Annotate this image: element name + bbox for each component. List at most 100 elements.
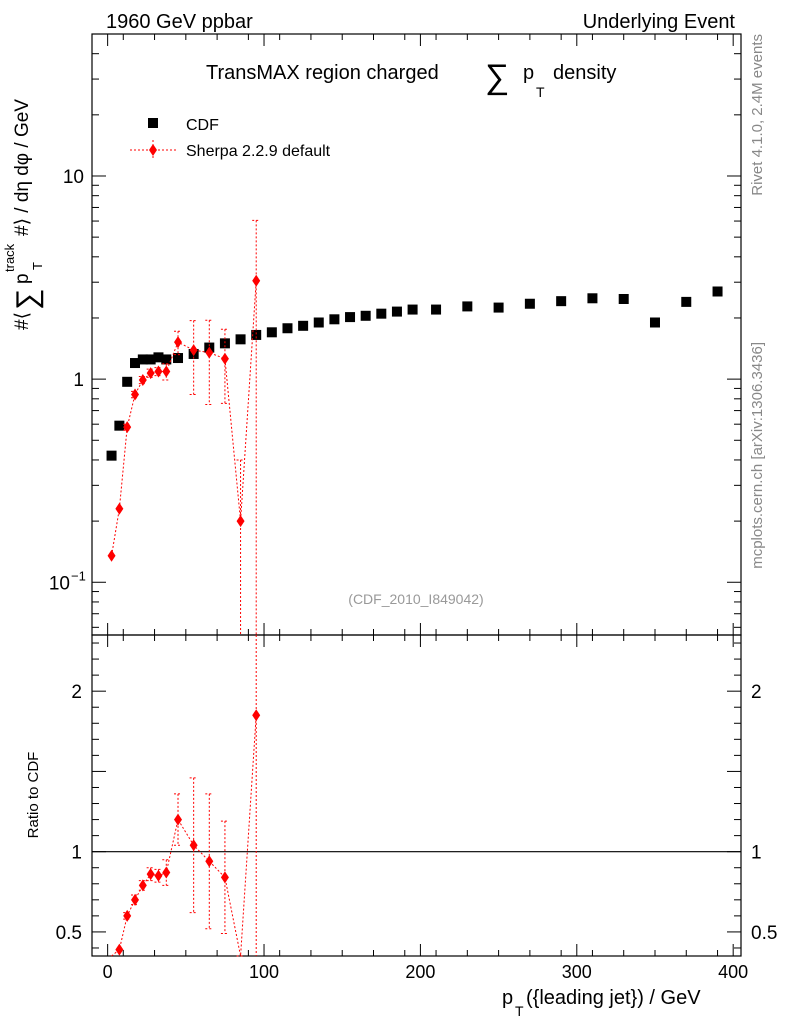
cdf-point bbox=[153, 352, 164, 363]
cdf-point bbox=[145, 354, 156, 365]
header-right: Underlying Event bbox=[583, 11, 736, 33]
ratio-panel-frame bbox=[91, 634, 742, 957]
cdf-point bbox=[712, 286, 723, 297]
cdf-point bbox=[130, 358, 141, 369]
y-tick-label: 10 bbox=[49, 573, 70, 594]
sherpa-point bbox=[138, 374, 147, 387]
title-p: p bbox=[523, 62, 534, 84]
legend-sherpa-label: Sherpa 2.2.9 default bbox=[186, 143, 331, 160]
cdf-point bbox=[345, 312, 356, 323]
cdf-point bbox=[493, 302, 504, 313]
cdf-point bbox=[618, 293, 629, 304]
cdf-point bbox=[587, 293, 598, 304]
cdf-point bbox=[161, 354, 172, 365]
sherpa-ratio-point bbox=[131, 893, 140, 906]
ratio-y-tick-label-right: 1 bbox=[751, 843, 762, 864]
cdf-point bbox=[462, 301, 473, 312]
sherpa-ratio-point bbox=[189, 839, 198, 852]
xlabel-rest: ({leading jet}) / GeV bbox=[526, 987, 701, 1009]
cdf-point bbox=[266, 327, 277, 338]
sherpa-ratio-point bbox=[174, 813, 183, 826]
xlabel-p: p bbox=[502, 987, 513, 1009]
sherpa-point bbox=[174, 336, 183, 349]
legend-cdf-marker bbox=[148, 118, 158, 128]
cdf-point bbox=[407, 304, 418, 315]
sherpa-ratio-point bbox=[115, 943, 124, 956]
title-main: TransMAX region charged bbox=[206, 62, 439, 84]
ratio-y-tick-label: 0.5 bbox=[56, 923, 82, 944]
header-left: 1960 GeV ppbar bbox=[106, 11, 253, 33]
sherpa-point bbox=[162, 365, 171, 378]
ratio-y-tick-label: 2 bbox=[71, 682, 82, 703]
cdf-point bbox=[313, 317, 324, 328]
y-tick-label-exponent: −1 bbox=[71, 568, 86, 583]
sherpa-ratio-point bbox=[138, 879, 147, 892]
ylabel-sum: ∑ bbox=[11, 289, 44, 310]
sherpa-line bbox=[111, 280, 257, 556]
main-y-axis-label: #⟨ ∑ p track T #⟩ / dη dφ / GeV bbox=[2, 99, 45, 330]
title-sum-symbol: ∑ bbox=[485, 58, 509, 96]
sherpa-ratio-point bbox=[162, 866, 171, 879]
sherpa-point bbox=[115, 502, 124, 515]
sherpa-point bbox=[107, 549, 116, 562]
ylabel-sub-t: T bbox=[30, 262, 45, 270]
sherpa-point bbox=[252, 274, 261, 287]
cdf-point bbox=[251, 329, 262, 340]
x-tick-label: 0 bbox=[103, 962, 113, 982]
y-tick-label: 1 bbox=[73, 370, 84, 391]
ratio-y-tick-label-right: 0.5 bbox=[751, 923, 777, 944]
x-tick-label: 300 bbox=[562, 962, 592, 982]
sherpa-point bbox=[146, 367, 155, 380]
ylabel-sup-track: track bbox=[2, 243, 17, 272]
side-rivet-info: Rivet 4.1.0, 2.4M events bbox=[749, 34, 766, 196]
cdf-point bbox=[329, 314, 340, 325]
sherpa-ratio-point bbox=[220, 871, 229, 884]
sherpa-point bbox=[220, 352, 229, 365]
sherpa-ratio-point bbox=[154, 869, 163, 882]
cdf-point bbox=[391, 306, 402, 317]
title-tail: density bbox=[553, 62, 616, 84]
sherpa-ratio-point bbox=[205, 855, 214, 868]
legend-cdf-label: CDF bbox=[186, 117, 219, 134]
sherpa-point bbox=[189, 344, 198, 357]
xlabel-sub-t: T bbox=[515, 1003, 524, 1019]
analysis-watermark: (CDF_2010_I849042) bbox=[348, 591, 483, 607]
sherpa-point bbox=[205, 346, 214, 359]
plot-title: TransMAX region charged ∑ p T density bbox=[206, 58, 616, 100]
legend-sherpa-marker bbox=[149, 144, 157, 156]
x-axis-label: p T ({leading jet}) / GeV bbox=[502, 987, 701, 1019]
cdf-point bbox=[106, 450, 117, 461]
sherpa-point bbox=[123, 421, 132, 434]
sherpa-ratio-point bbox=[146, 868, 155, 881]
cdf-point bbox=[681, 296, 692, 307]
ratio-y-tick-label: 1 bbox=[71, 843, 82, 864]
cdf-point bbox=[376, 308, 387, 319]
side-mcplots-info: mcplots.cern.ch [arXiv:1306.3436] bbox=[749, 342, 766, 569]
cdf-point bbox=[431, 304, 442, 315]
x-tick-label: 400 bbox=[718, 962, 748, 982]
y-tick-label: 10 bbox=[63, 167, 84, 188]
sherpa-point bbox=[236, 515, 245, 528]
cdf-point bbox=[556, 296, 567, 307]
data-layer bbox=[106, 219, 723, 957]
cdf-point bbox=[114, 420, 125, 431]
ylabel-p: p bbox=[12, 273, 33, 284]
cdf-point bbox=[122, 376, 133, 387]
ylabel-post: #⟩ / dη dφ / GeV bbox=[12, 99, 33, 236]
sherpa-ratio-point bbox=[252, 709, 261, 722]
ratio-y-axis-label: Ratio to CDF bbox=[25, 752, 42, 839]
sherpa-point bbox=[154, 365, 163, 378]
cdf-point bbox=[649, 317, 660, 328]
ylabel-pre: #⟨ bbox=[12, 312, 33, 330]
cdf-point bbox=[360, 310, 371, 321]
cdf-point bbox=[524, 298, 535, 309]
cdf-point bbox=[173, 353, 184, 364]
legend: CDF Sherpa 2.2.9 default bbox=[130, 117, 331, 160]
sherpa-ratio-point bbox=[123, 909, 132, 922]
cdf-point bbox=[235, 334, 246, 345]
title-sub-t: T bbox=[536, 84, 545, 100]
x-tick-label: 100 bbox=[249, 962, 279, 982]
